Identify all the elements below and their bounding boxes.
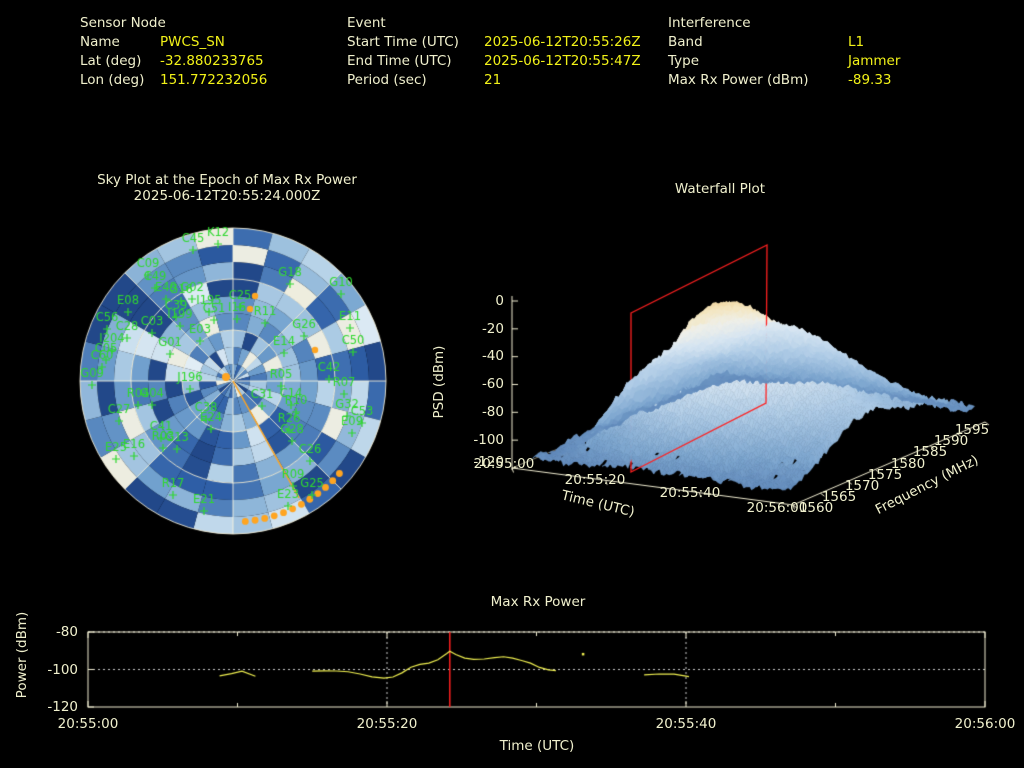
info-label: Name	[80, 34, 120, 50]
sky-plot-title: Sky Plot at the Epoch of Max Rx Power 20…	[60, 172, 394, 204]
info-label: Type	[668, 53, 700, 69]
info-label: Period (sec)	[347, 72, 427, 88]
info-label: Max Rx Power (dBm)	[668, 72, 809, 88]
info-row: Name PWCS_SN	[80, 33, 267, 52]
event-title: Event	[347, 15, 386, 31]
power-plot-canvas	[0, 588, 1024, 748]
info-value: 2025-06-12T20:55:47Z	[484, 53, 641, 69]
info-value: 2025-06-12T20:55:26Z	[484, 34, 641, 50]
info-value: -32.880233765	[160, 53, 264, 69]
waterfall-plot-canvas	[420, 230, 1024, 540]
sensor-node-title: Sensor Node	[80, 15, 166, 31]
sky-plot-title-line2: 2025-06-12T20:55:24.000Z	[133, 188, 321, 204]
info-row: Band L1	[668, 33, 900, 52]
info-value: PWCS_SN	[160, 34, 225, 50]
info-value: -89.33	[848, 72, 892, 88]
info-label: Band	[668, 34, 703, 50]
info-value: 151.772232056	[160, 72, 268, 88]
info-label: End Time (UTC)	[347, 53, 452, 69]
interference-title: Interference	[668, 15, 751, 31]
sensor-node-section: Sensor Node Name PWCS_SN Lat (deg) -32.8…	[80, 14, 267, 90]
info-value: L1	[848, 34, 865, 50]
event-section: Event Start Time (UTC) 2025-06-12T20:55:…	[347, 14, 641, 90]
info-value: 21	[484, 72, 502, 88]
info-value: Jammer	[848, 53, 901, 69]
info-row: Period (sec) 21	[347, 71, 641, 90]
info-label: Lat (deg)	[80, 53, 142, 69]
info-row: Type Jammer	[668, 52, 900, 71]
interference-section: Interference Band L1 Type Jammer Max Rx …	[668, 14, 900, 90]
sky-plot-title-line1: Sky Plot at the Epoch of Max Rx Power	[97, 172, 357, 188]
info-row: Start Time (UTC) 2025-06-12T20:55:26Z	[347, 33, 641, 52]
info-row: End Time (UTC) 2025-06-12T20:55:47Z	[347, 52, 641, 71]
info-label: Start Time (UTC)	[347, 34, 459, 50]
info-row: Max Rx Power (dBm) -89.33	[668, 71, 900, 90]
sky-plot-canvas	[70, 220, 400, 545]
waterfall-plot-title: Waterfall Plot	[674, 181, 766, 197]
info-row: Lat (deg) -32.880233765	[80, 52, 267, 71]
info-row: Lon (deg) 151.772232056	[80, 71, 267, 90]
info-label: Lon (deg)	[80, 72, 145, 88]
